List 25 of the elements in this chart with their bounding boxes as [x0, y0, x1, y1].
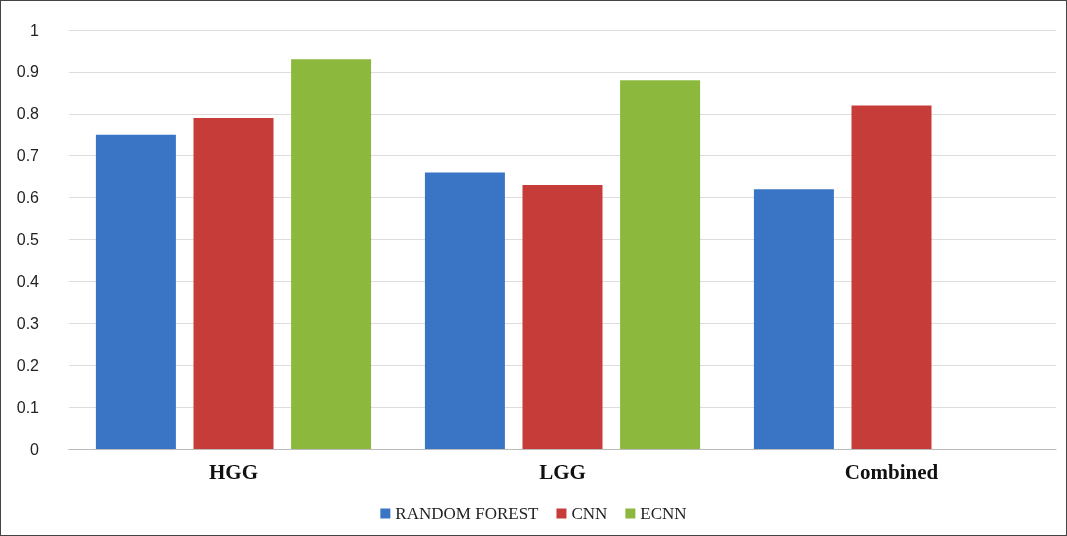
y-tick-label: 0.6 [16, 189, 40, 207]
y-tick-label: 0.3 [16, 314, 40, 332]
x-tick-label: LGG [539, 459, 586, 484]
x-tick-label: Combined [844, 459, 939, 484]
bar [193, 117, 274, 449]
y-tick-label: 1 [30, 21, 40, 39]
x-tick-label: HGG [208, 459, 259, 484]
bar [424, 172, 505, 449]
bar [851, 105, 932, 449]
y-tick-label: 0.9 [16, 63, 40, 81]
legend-label: RANDOM FOREST [395, 504, 540, 523]
bar [753, 189, 834, 449]
legend-label: CNN [571, 504, 608, 523]
bar [522, 185, 603, 449]
bar [95, 134, 176, 449]
bar [291, 59, 372, 449]
y-tick-label: 0.7 [16, 147, 40, 165]
legend-label: ECNN [640, 504, 687, 523]
y-tick-label: 0.5 [16, 231, 40, 248]
y-tick-label: 0.4 [16, 272, 40, 290]
y-tick-label: 0.2 [16, 356, 40, 374]
bar [620, 80, 701, 449]
y-tick-label: 0.1 [16, 398, 40, 416]
y-tick-label: 0.8 [16, 105, 40, 123]
y-tick-label: 0 [30, 440, 40, 458]
